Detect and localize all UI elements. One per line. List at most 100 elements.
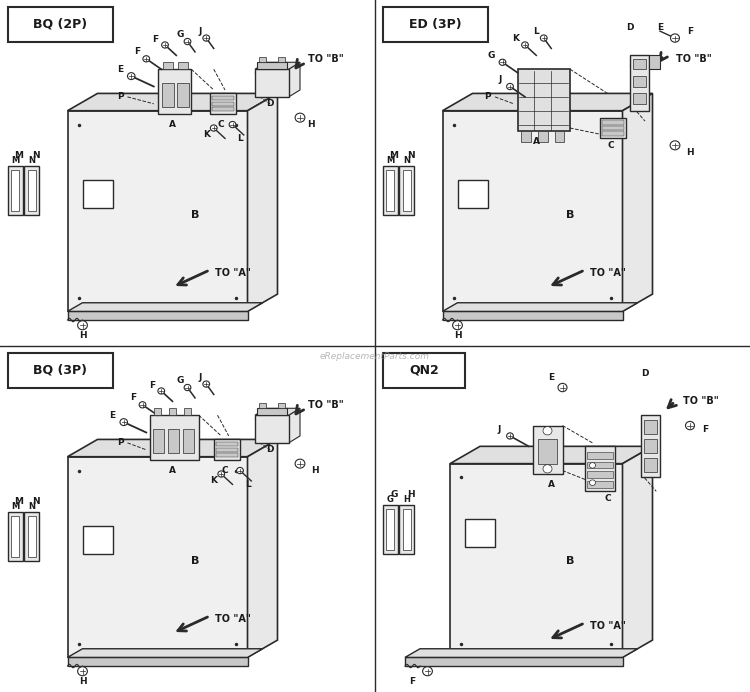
Bar xyxy=(168,429,179,453)
Bar xyxy=(382,353,465,388)
Text: F: F xyxy=(130,393,136,403)
Text: TO "B": TO "B" xyxy=(676,54,712,64)
Text: A: A xyxy=(548,480,555,489)
Bar xyxy=(633,93,646,104)
Text: H: H xyxy=(79,331,86,340)
Bar xyxy=(600,118,626,138)
Bar xyxy=(458,180,488,208)
Polygon shape xyxy=(450,446,652,464)
Text: H: H xyxy=(404,495,410,504)
Text: M: M xyxy=(14,497,23,507)
Bar xyxy=(404,509,411,550)
Polygon shape xyxy=(442,111,622,311)
Bar xyxy=(256,62,286,69)
Polygon shape xyxy=(405,649,638,657)
Text: TO "A": TO "A" xyxy=(590,268,626,278)
Bar xyxy=(211,107,234,111)
Polygon shape xyxy=(622,446,652,657)
Text: C: C xyxy=(218,120,224,129)
Text: N: N xyxy=(32,497,40,507)
Circle shape xyxy=(590,480,596,486)
Text: M: M xyxy=(10,502,20,511)
Bar xyxy=(8,512,22,561)
Circle shape xyxy=(500,59,506,66)
Text: F: F xyxy=(687,26,693,36)
Circle shape xyxy=(120,419,128,426)
Text: P: P xyxy=(484,92,490,102)
Polygon shape xyxy=(68,439,278,457)
Text: L: L xyxy=(237,134,243,143)
Polygon shape xyxy=(255,408,300,415)
Circle shape xyxy=(128,73,135,80)
Text: E: E xyxy=(657,23,663,33)
Text: N: N xyxy=(404,156,410,165)
Bar xyxy=(278,57,285,62)
Text: G: G xyxy=(176,30,184,39)
Text: J: J xyxy=(199,372,202,382)
Bar xyxy=(8,166,22,215)
Bar xyxy=(586,462,613,468)
Circle shape xyxy=(670,140,680,150)
Circle shape xyxy=(670,34,680,42)
Text: J: J xyxy=(199,26,202,36)
Bar xyxy=(602,120,624,125)
Bar xyxy=(255,69,289,97)
Text: F: F xyxy=(152,35,159,44)
Bar xyxy=(404,170,411,211)
Bar xyxy=(154,408,161,415)
Text: P: P xyxy=(117,92,123,102)
Circle shape xyxy=(543,465,552,473)
Text: J: J xyxy=(499,75,502,84)
Text: F: F xyxy=(702,424,708,434)
Bar xyxy=(644,439,657,453)
Bar xyxy=(24,166,39,215)
Bar xyxy=(538,439,556,464)
Circle shape xyxy=(543,426,552,435)
Polygon shape xyxy=(442,303,638,311)
Text: QN2: QN2 xyxy=(409,364,439,376)
Text: G: G xyxy=(390,490,398,500)
Text: C: C xyxy=(604,493,610,503)
Bar xyxy=(82,526,112,554)
Circle shape xyxy=(295,113,304,122)
Bar xyxy=(399,166,414,215)
Bar xyxy=(532,426,562,474)
Bar xyxy=(216,448,238,452)
Circle shape xyxy=(522,42,528,48)
Circle shape xyxy=(558,383,567,392)
Text: F: F xyxy=(410,677,416,686)
Text: D: D xyxy=(641,369,649,379)
Bar xyxy=(153,429,164,453)
Text: K: K xyxy=(210,476,218,486)
Circle shape xyxy=(507,433,513,439)
Bar xyxy=(644,458,657,472)
Circle shape xyxy=(158,388,165,394)
Text: E: E xyxy=(548,372,554,382)
Text: B: B xyxy=(190,556,200,565)
Text: TO "B": TO "B" xyxy=(308,400,344,410)
Bar xyxy=(177,83,189,107)
Bar xyxy=(602,126,624,130)
Text: F: F xyxy=(148,381,155,390)
Text: H: H xyxy=(406,490,415,500)
Bar xyxy=(183,429,194,453)
Text: E: E xyxy=(110,410,116,420)
Text: C: C xyxy=(222,466,228,475)
Text: A: A xyxy=(169,120,176,129)
Polygon shape xyxy=(68,303,262,311)
Text: TO "A": TO "A" xyxy=(214,268,250,278)
Text: M: M xyxy=(14,151,23,161)
Text: BQ (3P): BQ (3P) xyxy=(33,364,87,376)
Circle shape xyxy=(590,462,596,468)
Bar xyxy=(586,452,613,459)
Bar xyxy=(644,421,657,435)
Polygon shape xyxy=(248,93,278,311)
Text: H: H xyxy=(308,120,315,129)
Circle shape xyxy=(162,42,168,48)
Polygon shape xyxy=(289,62,300,97)
Bar xyxy=(386,170,394,211)
Bar xyxy=(216,453,238,457)
Polygon shape xyxy=(248,439,278,657)
Bar xyxy=(382,166,398,215)
Text: N: N xyxy=(32,151,40,161)
